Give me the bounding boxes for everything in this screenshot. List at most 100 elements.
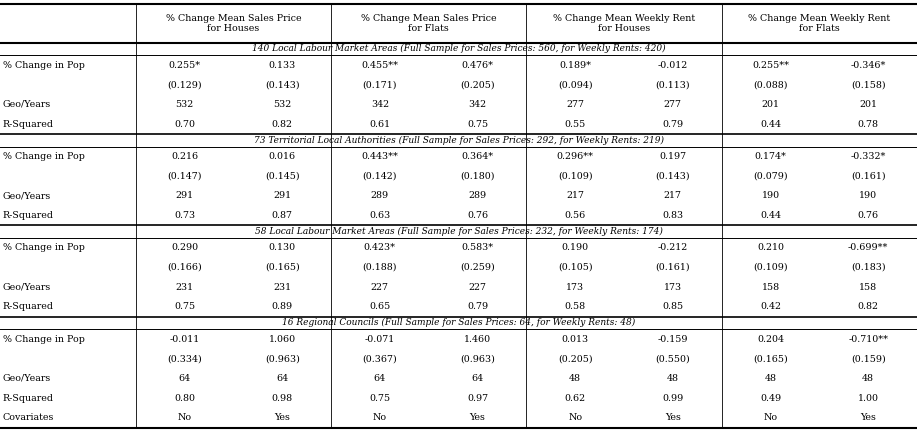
Text: 0.255**: 0.255** (752, 60, 789, 70)
Text: No: No (373, 413, 387, 422)
Text: -0.346*: -0.346* (850, 60, 886, 70)
Text: 190: 190 (761, 191, 779, 200)
Text: 0.197: 0.197 (659, 152, 687, 161)
Text: 64: 64 (179, 374, 191, 383)
Text: 190: 190 (859, 191, 878, 200)
Text: 0.476*: 0.476* (461, 60, 493, 70)
Text: 0.87: 0.87 (271, 211, 293, 220)
Text: 0.016: 0.016 (269, 152, 296, 161)
Text: (0.205): (0.205) (558, 354, 592, 363)
Text: 342: 342 (469, 100, 487, 109)
Text: 0.70: 0.70 (174, 120, 195, 129)
Text: 48: 48 (765, 374, 777, 383)
Text: (0.183): (0.183) (851, 263, 886, 272)
Text: Yes: Yes (470, 413, 485, 422)
Text: -0.212: -0.212 (657, 243, 688, 252)
Text: 0.443**: 0.443** (361, 152, 398, 161)
Text: 64: 64 (276, 374, 288, 383)
Text: 0.210: 0.210 (757, 243, 784, 252)
Text: 289: 289 (469, 191, 487, 200)
Text: 158: 158 (761, 283, 779, 292)
Text: 0.82: 0.82 (271, 120, 293, 129)
Text: (0.142): (0.142) (362, 172, 397, 181)
Text: 291: 291 (175, 191, 193, 200)
Text: 16 Regional Councils (Full Sample for Sales Prices: 64, for Weekly Rents: 48): 16 Regional Councils (Full Sample for Sa… (282, 318, 635, 327)
Text: 64: 64 (471, 374, 483, 383)
Text: Geo/Years: Geo/Years (3, 283, 51, 292)
Text: 0.89: 0.89 (271, 302, 293, 311)
Text: 0.423*: 0.423* (364, 243, 396, 252)
Text: % Change Mean Weekly Rent
for Houses: % Change Mean Weekly Rent for Houses (553, 14, 695, 33)
Text: 0.55: 0.55 (565, 120, 586, 129)
Text: Yes: Yes (274, 413, 290, 422)
Text: 48: 48 (569, 374, 581, 383)
Text: Yes: Yes (860, 413, 876, 422)
Text: (0.109): (0.109) (753, 263, 788, 272)
Text: -0.332*: -0.332* (850, 152, 886, 161)
Text: 0.79: 0.79 (662, 120, 683, 129)
Text: (0.158): (0.158) (851, 80, 886, 89)
Text: -0.071: -0.071 (365, 334, 395, 343)
Text: 0.255*: 0.255* (169, 60, 201, 70)
Text: (0.143): (0.143) (656, 172, 691, 181)
Text: 48: 48 (862, 374, 874, 383)
Text: 0.013: 0.013 (561, 334, 589, 343)
Text: (0.113): (0.113) (656, 80, 691, 89)
Text: 0.98: 0.98 (271, 394, 293, 403)
Text: 0.76: 0.76 (467, 211, 488, 220)
Text: 140 Local Labour Market Areas (Full Sample for Sales Prices: 560, for Weekly Ren: 140 Local Labour Market Areas (Full Samp… (251, 44, 666, 54)
Text: 0.99: 0.99 (662, 394, 683, 403)
Text: 0.130: 0.130 (269, 243, 296, 252)
Text: 0.44: 0.44 (760, 120, 781, 129)
Text: (0.161): (0.161) (656, 263, 691, 272)
Text: 277: 277 (566, 100, 584, 109)
Text: R-Squared: R-Squared (3, 211, 54, 220)
Text: 0.58: 0.58 (565, 302, 586, 311)
Text: (0.109): (0.109) (558, 172, 592, 181)
Text: No: No (764, 413, 778, 422)
Text: 0.75: 0.75 (370, 394, 391, 403)
Text: 231: 231 (175, 283, 193, 292)
Text: (0.963): (0.963) (265, 354, 300, 363)
Text: (0.105): (0.105) (558, 263, 592, 272)
Text: % Change in Pop: % Change in Pop (3, 152, 84, 161)
Text: 532: 532 (273, 100, 292, 109)
Text: 0.133: 0.133 (269, 60, 296, 70)
Text: (0.259): (0.259) (460, 263, 495, 272)
Text: 0.62: 0.62 (565, 394, 586, 403)
Text: Geo/Years: Geo/Years (3, 374, 51, 383)
Text: R-Squared: R-Squared (3, 120, 54, 129)
Text: 0.80: 0.80 (174, 394, 195, 403)
Text: % Change in Pop: % Change in Pop (3, 60, 84, 70)
Text: 0.56: 0.56 (565, 211, 586, 220)
Text: 532: 532 (175, 100, 193, 109)
Text: 0.296**: 0.296** (557, 152, 593, 161)
Text: 342: 342 (370, 100, 389, 109)
Text: (0.143): (0.143) (265, 80, 300, 89)
Text: 231: 231 (273, 283, 292, 292)
Text: 0.63: 0.63 (370, 211, 391, 220)
Text: 0.75: 0.75 (467, 120, 488, 129)
Text: 0.216: 0.216 (171, 152, 198, 161)
Text: (0.166): (0.166) (167, 263, 202, 272)
Text: 291: 291 (273, 191, 292, 200)
Text: 0.82: 0.82 (857, 302, 878, 311)
Text: 0.583*: 0.583* (461, 243, 493, 252)
Text: 1.460: 1.460 (464, 334, 492, 343)
Text: 0.61: 0.61 (370, 120, 391, 129)
Text: % Change Mean Sales Price
for Houses: % Change Mean Sales Price for Houses (166, 14, 301, 33)
Text: 73 Territorial Local Authorities (Full Sample for Sales Prices: 292, for Weekly : 73 Territorial Local Authorities (Full S… (253, 136, 664, 145)
Text: (0.334): (0.334) (167, 354, 202, 363)
Text: 289: 289 (370, 191, 389, 200)
Text: 0.85: 0.85 (662, 302, 683, 311)
Text: 0.189*: 0.189* (559, 60, 591, 70)
Text: 0.44: 0.44 (760, 211, 781, 220)
Text: 0.65: 0.65 (370, 302, 391, 311)
Text: (0.161): (0.161) (851, 172, 886, 181)
Text: % Change in Pop: % Change in Pop (3, 334, 84, 343)
Text: -0.699**: -0.699** (848, 243, 889, 252)
Text: (0.550): (0.550) (656, 354, 691, 363)
Text: 217: 217 (664, 191, 682, 200)
Text: (0.145): (0.145) (265, 172, 300, 181)
Text: 0.76: 0.76 (857, 211, 878, 220)
